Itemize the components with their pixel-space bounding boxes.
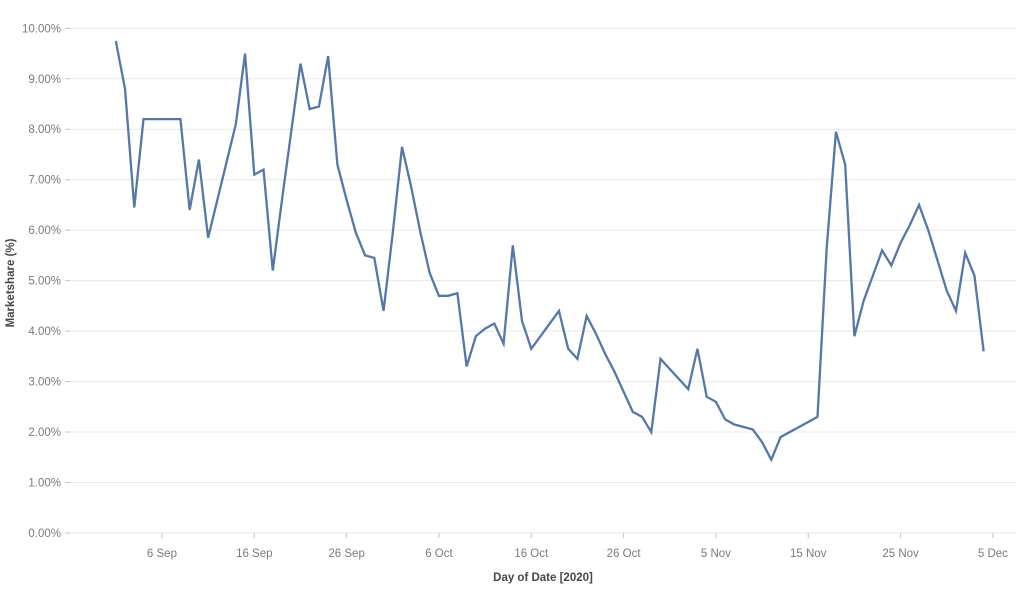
- x-tick-label: 5 Dec: [978, 548, 1008, 560]
- y-tick-label: 1.00%: [28, 478, 61, 490]
- gridlines: [65, 27, 1016, 534]
- x-tick-label: 6 Oct: [425, 548, 453, 560]
- x-tick-label: 16 Sep: [236, 548, 272, 560]
- x-axis-title: Day of Date [2020]: [493, 572, 593, 584]
- y-tick-label: 6.00%: [28, 225, 61, 237]
- y-tick-label: 3.00%: [28, 377, 61, 389]
- x-tick-label: 26 Sep: [328, 548, 364, 560]
- x-tick-label: 5 Nov: [701, 548, 731, 560]
- y-tick-label: 8.00%: [28, 124, 61, 136]
- y-tick-label: 2.00%: [28, 427, 61, 439]
- x-tick-label: 16 Oct: [514, 548, 549, 560]
- x-tick-label: 25 Nov: [882, 548, 919, 560]
- y-tick-label: 4.00%: [28, 326, 61, 338]
- x-axis-tick-labels: 6 Sep 16 Sep 26 Sep 6 Oct 16 Oct 26 Oct 5 Nov 1…: [147, 533, 1008, 560]
- x-tick-label: 6 Sep: [147, 548, 177, 560]
- y-tick-label: 0.00%: [28, 528, 61, 540]
- y-tick-label: 9.00%: [28, 74, 61, 86]
- y-tick-label: 10.00%: [22, 23, 61, 35]
- y-tick-label: 5.00%: [28, 276, 61, 288]
- x-tick-label: 26 Oct: [607, 548, 642, 560]
- x-tick-label: 15 Nov: [790, 548, 827, 560]
- series-group: [114, 40, 985, 463]
- y-tick-label: 7.00%: [28, 175, 61, 187]
- y-axis-tick-labels: 0.00% 1.00% 2.00% 3.00% 4.00% 5.00% 6.00% 7.00%…: [22, 23, 61, 540]
- y-axis-title: Marketshare (%): [5, 238, 17, 327]
- marketshare-trend-line[interactable]: [114, 40, 985, 463]
